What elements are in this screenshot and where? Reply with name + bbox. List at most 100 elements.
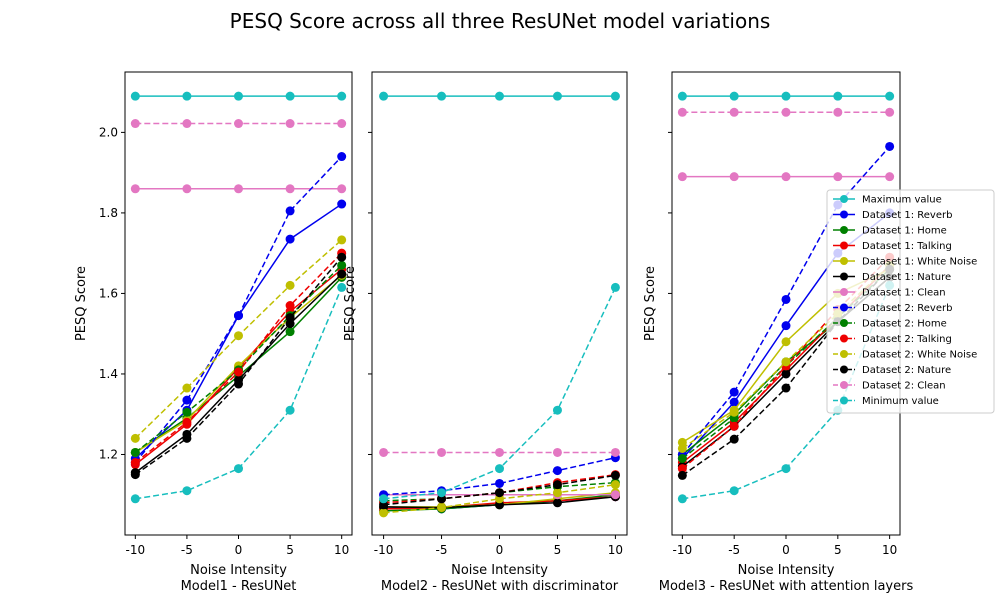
data-point [781,383,791,393]
series-line [130,235,347,443]
legend-marker [840,241,848,250]
x-tick-label: 0 [496,543,504,557]
panel-1: -10 -5 0 5 10 1.2 1.4 1.6 1.8 2.0 Noise IntensityM… [74,71,353,594]
data-point [182,407,192,417]
chart-title: PESQ Score across all three ResUNet mode… [230,9,771,33]
series-line [130,91,347,101]
data-point [130,184,140,194]
legend-entry: Dataset 1: Talking [833,241,952,252]
series-path [383,456,616,496]
legend-marker [840,319,848,327]
legend-label: Dataset 1: Nature [862,272,951,283]
x-tick-label: -5 [181,543,193,557]
y-axis-label: PESQ Score [74,266,89,341]
legend-entry: Maximum value [833,195,942,206]
data-point [379,508,389,518]
data-point [182,184,192,194]
data-point [130,494,140,504]
legend-label: Dataset 2: Clean [862,381,946,392]
data-point [379,494,389,504]
data-point [781,91,791,101]
series-line [130,282,347,504]
data-point [781,107,791,117]
legend-entry: Dataset 2: White Noise [833,350,977,361]
data-point [234,119,243,129]
data-point [552,498,562,508]
x-tick-label: -10 [126,543,146,557]
x-tick-label: 5 [834,543,842,557]
data-point [885,172,895,182]
legend-entry: Dataset 1: Reverb [833,210,952,221]
panel-subtitle: Model3 - ResUNet with attention layers [659,579,914,594]
data-point [833,172,843,182]
legend-label: Dataset 2: White Noise [862,350,977,361]
data-point [677,172,687,182]
data-point [677,443,687,453]
data-point [130,458,140,468]
legend-box [826,189,995,414]
data-point [781,357,791,367]
legend-label: Dataset 2: Nature [862,365,951,376]
panel-subtitle: Model1 - ResUNet [181,579,297,594]
data-point [285,327,295,337]
data-point [130,91,140,101]
series-line [677,107,895,117]
data-point [781,294,791,304]
legend-entry: Dataset 1: Nature [833,272,951,283]
legend-label: Dataset 2: Reverb [862,303,952,314]
data-point [552,91,562,101]
series-line [130,260,347,457]
data-point [781,172,791,182]
y-tick-label: 1.4 [99,367,118,381]
data-point [379,447,389,457]
data-point [337,282,347,292]
legend-entry: Dataset 2: Nature [833,365,951,376]
data-point [234,379,243,389]
data-point [729,434,739,444]
legend: Maximum value Dataset 1: Reverb Dataset 1:… [826,189,995,414]
series-line [677,172,895,182]
x-tick-label: -10 [673,543,693,557]
data-point [610,447,620,457]
data-point [337,119,347,129]
x-tick-label: 10 [608,543,623,557]
series-path [383,483,616,514]
data-point [285,313,295,323]
data-point [729,107,739,117]
data-point [677,464,687,474]
legend-marker [840,288,848,296]
data-point [285,91,295,101]
data-point [285,405,295,415]
data-point [610,91,620,101]
legend-label: Dataset 1: Reverb [862,210,952,221]
x-tick-label: 5 [286,543,294,557]
x-tick-label: 0 [782,543,790,557]
legend-label: Maximum value [862,195,942,206]
data-point [610,470,620,480]
y-tick-label: 2.0 [99,125,118,139]
data-point [729,421,739,431]
data-point [677,494,687,504]
legend-label: Dataset 1: Clean [862,288,946,299]
data-point [234,464,243,474]
x-tick-label: -10 [374,543,394,557]
data-point [337,235,347,245]
data-point [130,470,140,480]
series-path [681,145,891,455]
data-point [182,433,192,443]
x-axis-label: Noise Intensity [738,563,835,578]
data-point [781,321,791,331]
data-point [379,91,389,101]
series-line [130,119,347,129]
legend-label: Dataset 2: Talking [862,334,952,345]
data-point [495,91,504,101]
data-point [781,464,791,474]
y-tick-label: 1.6 [99,286,118,300]
legend-entry: Dataset 2: Talking [833,334,952,345]
legend-label: Dataset 1: Home [862,226,947,237]
data-point [552,488,562,498]
legend-marker [840,257,848,265]
